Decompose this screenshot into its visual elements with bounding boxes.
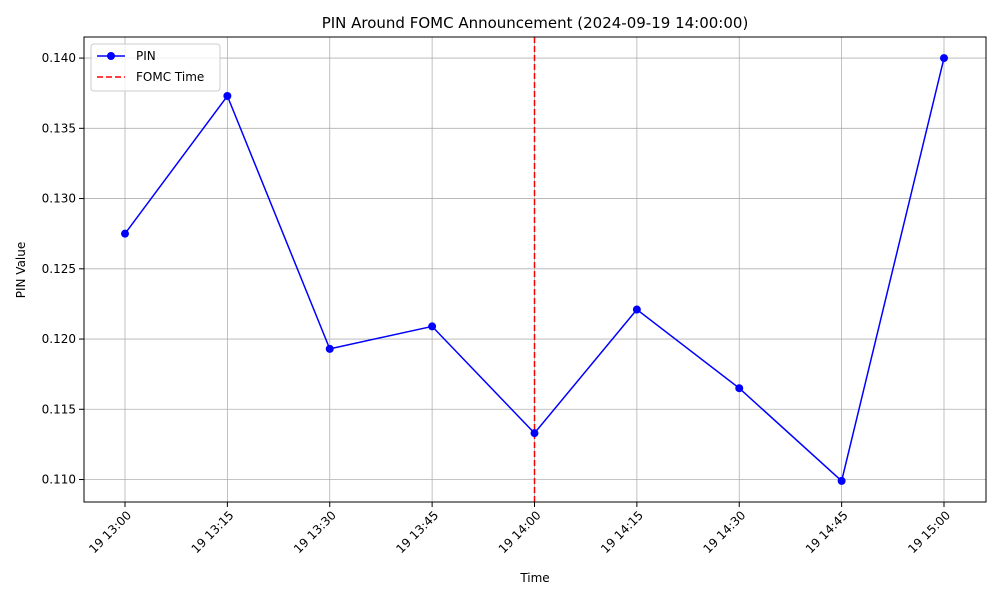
series-layer (121, 54, 948, 485)
x-axis: 19 13:00 19 13:15 19 13:30 19 13:45 19 14:00… (86, 502, 953, 556)
data-point (530, 429, 539, 438)
data-point (632, 305, 641, 314)
grid (84, 37, 986, 502)
x-tick-label: 19 13:30 (291, 508, 339, 556)
legend-pin-marker (107, 52, 115, 60)
x-tick-label: 19 14:00 (496, 508, 544, 556)
legend-pin-label: PIN (136, 49, 156, 63)
x-tick-label: 19 14:15 (598, 508, 646, 556)
y-axis: 0.110 0.115 0.120 0.125 0.130 0.135 0.140 (42, 51, 84, 487)
y-tick-label: 0.120 (42, 332, 76, 346)
data-point (428, 322, 437, 331)
y-tick-label: 0.125 (42, 262, 76, 276)
data-point (325, 344, 334, 353)
data-point (121, 229, 129, 238)
y-tick-label: 0.140 (42, 51, 76, 65)
y-tick-label: 0.115 (42, 402, 76, 416)
data-point (735, 384, 744, 393)
data-point (223, 92, 232, 101)
x-tick-label: 19 15:00 (905, 508, 953, 556)
data-point (940, 54, 948, 63)
y-tick-label: 0.130 (42, 192, 76, 206)
y-tick-label: 0.135 (42, 121, 76, 135)
data-point (837, 476, 846, 485)
y-axis-label: PIN Value (14, 242, 28, 299)
legend-fomc-label: FOMC Time (136, 70, 204, 84)
x-tick-label: 19 13:45 (393, 508, 441, 556)
x-tick-label: 19 13:15 (189, 508, 237, 556)
legend: PIN FOMC Time (90, 43, 221, 92)
x-tick-label: 19 14:30 (701, 508, 749, 556)
x-tick-label: 19 14:45 (803, 508, 851, 556)
y-tick-label: 0.110 (42, 473, 76, 487)
chart-title: PIN Around FOMC Announcement (2024-09-19… (322, 14, 749, 32)
x-axis-label: Time (519, 571, 549, 585)
x-tick-label: 19 13:00 (86, 508, 134, 556)
